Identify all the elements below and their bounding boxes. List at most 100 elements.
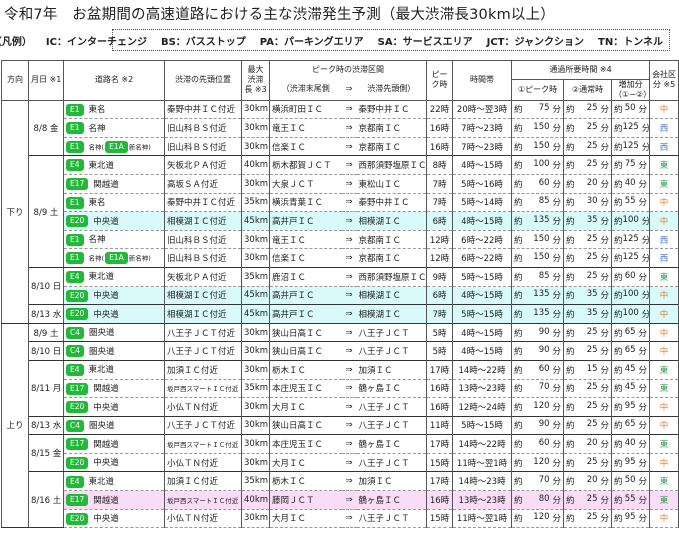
travel-time-t2: 約 25 分 — [563, 248, 613, 268]
section-to: 秦野中井ＩＣ — [356, 99, 428, 120]
travel-time-t3: 約 95 分 — [611, 508, 651, 529]
minutes: 35 — [586, 289, 598, 300]
road-name: 名神( — [88, 254, 105, 263]
travel-time-t3: 約 50 分 — [611, 99, 651, 120]
legend-item: TN：トンネル — [598, 36, 663, 48]
minutes-unit: 分 — [641, 235, 650, 246]
max-length: 30km — [241, 452, 270, 473]
road-number-badge: C4 — [66, 419, 85, 432]
about-label: 約 — [514, 179, 523, 190]
road-cell: E17 関越道 — [63, 173, 165, 194]
section-from: 竜王ＩＣ — [269, 229, 342, 250]
road-number-badge: E4 — [66, 270, 84, 283]
header-date: 月日 ※1 — [28, 60, 64, 101]
minutes-unit: 分 — [552, 440, 562, 451]
road-cell: E20 中央道 — [63, 285, 165, 306]
head-location: 八王子ＪＣＴ付近 — [164, 341, 242, 361]
travel-time-value: 約 25 分 — [566, 327, 609, 339]
minutes: 25 — [586, 326, 598, 337]
section-to: 八王子ＪＣＴ — [356, 508, 428, 529]
minutes: 120 — [533, 400, 550, 411]
time-span: 5時～16時 — [452, 173, 513, 194]
minutes-unit: 分 — [600, 514, 610, 525]
arrow-icon: ⇒ — [341, 192, 357, 213]
header-max: 最大渋滞長 ※3 — [241, 60, 270, 101]
travel-time-value: 約 60 分 — [514, 178, 561, 190]
travel-time-t2: 約 25 分 — [563, 508, 613, 529]
minutes-unit: 分 — [552, 309, 562, 320]
company-badge: 東 — [649, 155, 679, 175]
minutes-unit: 分 — [600, 105, 610, 116]
travel-time-value: 約 90 分 — [514, 327, 561, 339]
time-span: 6時～22時 — [452, 248, 513, 268]
about-label: 約 — [566, 365, 575, 376]
section-from: 栃木ＩＣ — [269, 471, 342, 492]
about-label: 約 — [514, 254, 523, 265]
legend: （凡例） IC：インターチェンジ BS：バスストップ PA：パーキングエリア SA：サー… — [0, 29, 670, 51]
table-row: E20 中央道 小仏ＴＮ付近 30km 大月ＩＣ ⇒ 八王子ＪＣＴ 15時 11時～翌1時約 12… — [2, 508, 679, 529]
travel-time-value: 約 25 分 — [566, 512, 609, 524]
travel-time-t2: 約 30 分 — [563, 192, 613, 213]
travel-time-value: 約 125 分 — [614, 122, 649, 134]
head-location: 矢板北ＰＡ付近 — [164, 266, 242, 287]
road-name: 関越道 — [93, 179, 119, 190]
time-span: 6時～22時 — [452, 229, 513, 250]
max-length: 40km — [241, 490, 270, 510]
head-location: 矢板北ＰＡ付近 — [164, 155, 242, 175]
minutes: 95 — [624, 400, 636, 411]
table-row: E1 名神 旧山科ＢＳ付近 30km 竜王ＩＣ ⇒ 京都南ＩＣ 12時 6時～22時約 150 分約… — [2, 229, 679, 250]
travel-time-value: 約 65 分 — [614, 327, 647, 339]
minutes: 25 — [586, 121, 598, 132]
road-cell: E4 東北道 — [63, 471, 165, 492]
section-to: 西那須野塩原ＩＣ — [356, 266, 428, 287]
road-name: 名神 — [88, 235, 106, 246]
travel-time-value: 約 25 分 — [566, 252, 609, 264]
travel-time-t2: 約 25 分 — [563, 341, 613, 361]
header-direction: 方向 — [1, 60, 29, 101]
minutes-unit: 分 — [641, 291, 650, 302]
about-label: 約 — [566, 477, 575, 488]
peak-time: 22時 — [426, 99, 454, 120]
travel-time-value: 約 45 分 — [614, 382, 647, 394]
date-cell: 8/8 金 — [28, 99, 64, 157]
road-name: 東北道 — [88, 272, 115, 283]
company-badge: 東 — [649, 266, 679, 287]
travel-time-t2: 約 35 分 — [563, 304, 613, 324]
about-label: 約 — [614, 161, 623, 172]
time-span: 14時～22時 — [452, 359, 513, 380]
minutes: 125 — [622, 140, 639, 151]
head-location: 加須ＩＣ付近 — [164, 359, 242, 380]
company-badge: 中 — [649, 304, 679, 324]
about-label: 約 — [514, 123, 523, 134]
max-length: 30km — [241, 136, 270, 157]
travel-time-t3: 約 55 分 — [611, 490, 651, 510]
minutes-unit: 分 — [552, 123, 562, 134]
road-number-badge: E20 — [66, 401, 89, 414]
travel-time-t2: 約 25 分 — [563, 452, 613, 473]
head-location: 相模湖ＩＣ付近 — [164, 285, 242, 306]
minutes: 135 — [533, 214, 550, 225]
time-span: 4時～15時 — [452, 155, 513, 175]
travel-time-t3: 約 75 分 — [611, 155, 651, 175]
head-location: 小仏ＴＮ付近 — [164, 508, 242, 529]
minutes: 100 — [622, 214, 639, 225]
about-label: 約 — [514, 458, 523, 469]
travel-time-t1: 約 120 分 — [511, 452, 565, 473]
minutes: 60 — [538, 363, 550, 374]
section-to: 京都南ＩＣ — [356, 136, 428, 157]
minutes: 60 — [538, 438, 550, 449]
travel-time-t3: 約 100 分 — [611, 285, 651, 306]
travel-time-value: 約 25 分 — [566, 382, 609, 394]
road-name: 中央道 — [93, 291, 119, 302]
section-to: 八王子ＪＣＴ — [356, 341, 428, 361]
minutes: 35 — [586, 214, 598, 225]
travel-time-t1: 約 150 分 — [511, 118, 565, 138]
minutes: 120 — [533, 456, 550, 467]
minutes: 125 — [622, 233, 639, 244]
road-cell: E1 名神 — [63, 118, 165, 138]
section-from: 大泉ＪＣＴ — [269, 173, 342, 194]
about-label: 約 — [514, 477, 523, 488]
section-from: 竜王ＩＣ — [269, 118, 342, 138]
date-cell: 8/15 金 — [28, 434, 64, 473]
road-sub-name: 新名神) — [128, 143, 151, 152]
